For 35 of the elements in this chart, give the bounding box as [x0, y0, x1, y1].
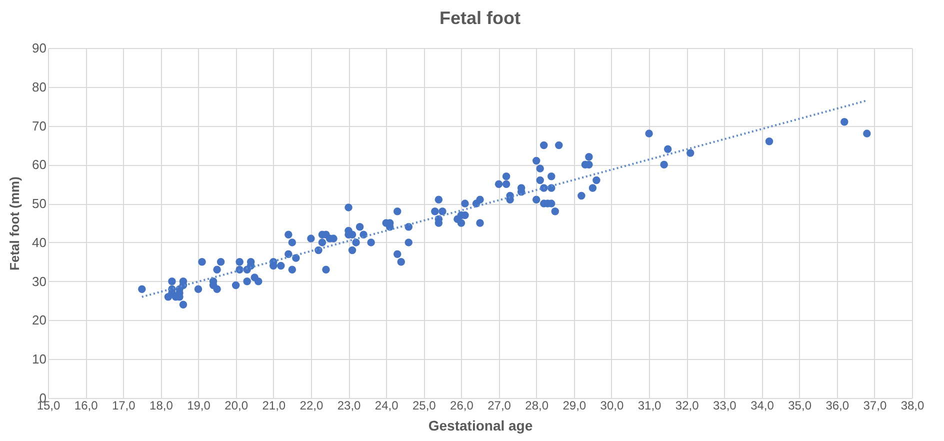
chart-title: Fetal foot	[440, 8, 520, 28]
x-tick-label: 33,0	[712, 398, 737, 412]
x-tick-label: 26,0	[450, 398, 474, 412]
x-tick-label: 31,0	[638, 398, 662, 412]
y-tick-label: 20	[32, 312, 46, 328]
x-tick-label: 24,0	[374, 398, 399, 412]
x-tick-label: 27,0	[488, 398, 512, 412]
x-tick-label: 21,0	[262, 398, 286, 412]
x-tick-label: 30,0	[600, 398, 624, 412]
x-tick-label: 32,0	[675, 398, 700, 412]
x-tick-label: 38,0	[900, 398, 924, 412]
x-tick-label: 22,0	[300, 398, 324, 412]
x-tick-label: 19,0	[187, 398, 211, 412]
x-tick-label: 36,0	[826, 398, 850, 412]
y-tick-label: 70	[32, 118, 46, 134]
y-tick-label: 80	[32, 79, 46, 94]
y-axis-title: Fetal foot (mm)	[7, 176, 22, 270]
x-tick-label: 20,0	[224, 398, 248, 412]
x-axis-title: Gestational age	[428, 418, 533, 434]
x-tick-label: 17,0	[112, 398, 136, 412]
x-tick-label: 37,0	[863, 398, 887, 412]
y-tick-label: 50	[32, 196, 46, 212]
x-tick-label: 28,0	[525, 398, 549, 412]
y-tick-label: 40	[32, 234, 46, 250]
x-tick-label: 29,0	[562, 398, 586, 412]
y-tick-label: 90	[32, 40, 46, 56]
y-tick-label: 10	[32, 352, 46, 367]
x-tick-label: 34,0	[750, 398, 774, 412]
y-tick-label: 60	[32, 157, 46, 172]
x-tick-label: 23,0	[337, 398, 362, 412]
x-tick-label: 25,0	[412, 398, 436, 412]
y-tick-label: 30	[32, 274, 46, 289]
x-tick-label: 35,0	[788, 398, 812, 412]
x-tick-label: 16,0	[74, 398, 98, 412]
x-tick-label: 18,0	[150, 398, 174, 412]
